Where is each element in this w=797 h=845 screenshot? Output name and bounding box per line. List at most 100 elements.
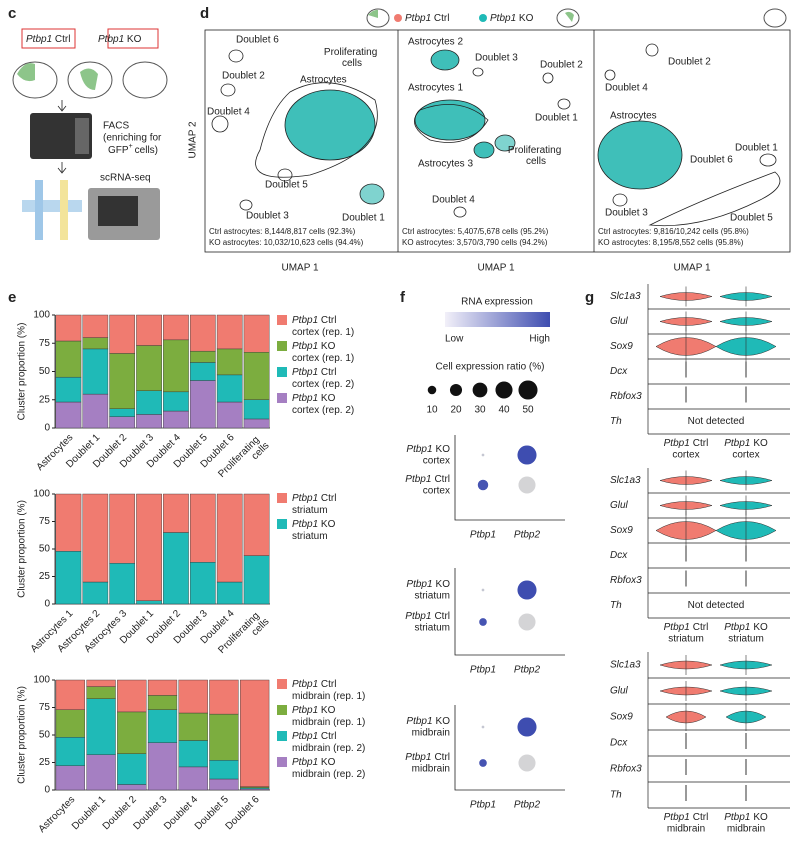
dot: [481, 725, 485, 729]
y-axis-label: Cluster proportion (%): [17, 686, 28, 784]
bar-segment: [117, 784, 147, 791]
bar-segment: [240, 679, 270, 787]
group-label: Ptbp1 Ctrl: [26, 34, 70, 45]
cluster: [612, 193, 628, 207]
gene-label: Ptbp2: [514, 530, 541, 541]
group: Ctrl: [434, 611, 450, 622]
cluster: [277, 168, 293, 182]
legend-label: Ptbp1 Ctrl cortex (rep. 1): [292, 315, 354, 338]
bar-segment: [82, 348, 109, 395]
axis: [454, 568, 565, 656]
y-tick-label: 50: [39, 366, 51, 377]
cluster-label: Doublet 6: [236, 35, 279, 46]
bar-segment: [86, 698, 116, 756]
cluster: [597, 120, 683, 190]
chip: [22, 200, 82, 212]
cluster: [494, 134, 516, 152]
gene-label: Dcx: [610, 366, 628, 377]
y-tick-label: 25: [39, 394, 51, 405]
brain: [122, 61, 168, 99]
col-region: cortex: [672, 450, 699, 461]
legend-swatch: [277, 367, 287, 377]
brain-green: [368, 9, 378, 18]
cluster-label: Astrocytes: [300, 75, 347, 86]
row-label: Ptbp1 KO: [406, 579, 450, 590]
cluster-label: Doublet 4: [605, 83, 648, 94]
size-key: [518, 380, 538, 400]
bar-segment: [117, 679, 147, 713]
size-key: [449, 383, 463, 397]
row-label: Ptbp1 Ctrl: [405, 611, 450, 622]
gene: Ptbp1: [724, 622, 750, 633]
legend-label: Ptbp1 Ctrl midbrain (rep. 1): [292, 679, 365, 702]
gene-label: Ptbp1: [470, 530, 496, 541]
gene: Ptbp1: [406, 444, 432, 455]
bar-segment: [178, 679, 208, 714]
cluster-label: Doublet 3: [246, 211, 289, 222]
cluster-stats: Ctrl astrocytes: 8,144/8,817 cells (92.3…: [209, 227, 356, 236]
gene-label: Rbfox3: [610, 575, 642, 586]
umap-frames: [204, 8, 791, 253]
col-region: striatum: [728, 634, 764, 645]
group: Ctrl: [693, 438, 709, 449]
bar-segment: [55, 493, 82, 552]
cluster-outline: [255, 82, 378, 178]
sup: +: [129, 143, 133, 150]
cluster-label: Doublet 1: [735, 143, 778, 154]
gene: Ptbp1: [406, 716, 432, 727]
col-label: Ptbp1 Ctrl: [664, 812, 709, 823]
group: Ctrl: [434, 752, 450, 763]
row-region: cortex: [423, 456, 450, 467]
bar-segment: [55, 376, 82, 403]
dot: [481, 588, 485, 592]
cluster-label: Doublet 3: [475, 53, 518, 64]
gene-label: Slc1a3: [610, 660, 641, 671]
bar-segment: [55, 551, 82, 605]
dot: [517, 717, 537, 737]
cluster-label: Astrocytes 3: [418, 159, 473, 170]
gene-label: Rbfox3: [610, 391, 642, 402]
cluster-stats: KO astrocytes: 10,032/10,623 cells (94.4…: [209, 238, 364, 247]
cluster: [645, 43, 659, 57]
legend-label: Ptbp1 KO: [490, 13, 534, 24]
legend-swatch: [277, 731, 287, 741]
size-tick-label: 50: [522, 405, 534, 416]
group: KO: [753, 438, 768, 449]
bar-segment: [86, 754, 116, 791]
group: KO: [436, 444, 451, 455]
y-tick-label: 75: [39, 702, 51, 713]
y-axis-label: UMAP 2: [188, 121, 199, 158]
arrow: [57, 162, 67, 174]
dot: [477, 479, 489, 491]
brain: [556, 8, 580, 28]
gene-label: Sox9: [610, 525, 633, 536]
cluster: [239, 199, 253, 211]
gene: Ptbp1: [405, 752, 431, 763]
dot: [479, 618, 487, 626]
bar-segment: [243, 314, 270, 353]
legend-swatch: [277, 705, 287, 715]
bar-segment: [109, 493, 136, 564]
size-key: [427, 385, 437, 395]
legend-low: Low: [445, 334, 464, 345]
bar-segment: [178, 766, 208, 791]
panel-label: d: [200, 5, 209, 22]
bar-segment: [178, 740, 208, 768]
gfp: GFP: [108, 145, 129, 156]
cluster-outline: [648, 171, 781, 227]
cluster-label: Doublet 3: [605, 208, 648, 219]
cluster-label: Astrocytes 1: [408, 83, 463, 94]
dot: [517, 445, 537, 465]
row-region: midbrain: [412, 728, 450, 739]
col-label: Ptbp1 KO: [724, 812, 768, 823]
bar-segment: [147, 695, 178, 710]
cluster-stats: KO astrocytes: 8,195/8,552 cells (95.8%): [598, 238, 744, 247]
row-label: Ptbp1 KO: [406, 444, 450, 455]
cells: cells): [135, 145, 158, 156]
gene-label: Ptbp1: [470, 800, 496, 811]
bar-segment: [86, 679, 116, 687]
size-tick-label: 30: [474, 405, 486, 416]
gene: Ptbp1: [664, 438, 690, 449]
legend-label: Ptbp1 KO striatum: [292, 519, 338, 542]
legend-swatch: [277, 679, 287, 689]
